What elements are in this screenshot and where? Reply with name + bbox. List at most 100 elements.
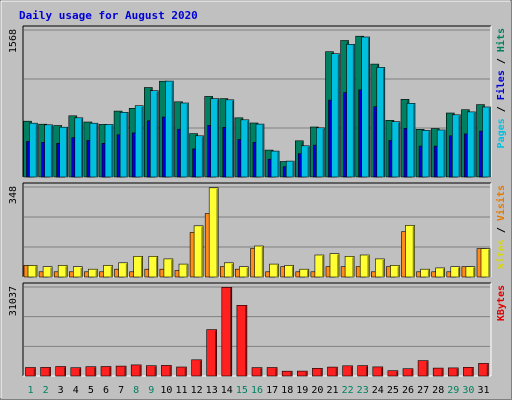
- bar-sites-day-27: [420, 268, 430, 278]
- x-tick-label-day-23: 23: [357, 385, 369, 396]
- legend-entry: Visits: [495, 185, 507, 221]
- bar-pages-day-15: [240, 119, 250, 178]
- bar-pages-day-14: [225, 99, 235, 178]
- x-tick-label-day-18: 18: [281, 385, 293, 396]
- x-tick-label-day-13: 13: [206, 385, 218, 396]
- bar-sites-day-25: [390, 265, 400, 278]
- legend-entry: /: [496, 221, 507, 239]
- bar-kbytes-day-26: [402, 368, 414, 377]
- bar-kbytes-day-13: [206, 329, 217, 377]
- bar-kbytes-day-17: [266, 367, 278, 377]
- bar-kbytes-day-31: [478, 363, 489, 377]
- x-tick-label-day-14: 14: [221, 385, 233, 396]
- bar-kbytes-day-19: [296, 370, 308, 377]
- x-tick-label-day-5: 5: [88, 385, 94, 396]
- bar-sites-day-22: [344, 255, 355, 278]
- bar-sites-day-10: [163, 258, 174, 278]
- bar-pages-day-22: [346, 43, 355, 178]
- bar-pages-day-19: [300, 145, 310, 178]
- bar-kbytes-day-2: [40, 367, 51, 377]
- bar-pages-day-4: [74, 117, 84, 178]
- bar-kbytes-day-28: [432, 367, 444, 377]
- bar-pages-day-2: [44, 124, 53, 178]
- bar-pages-day-30: [467, 111, 476, 178]
- bar-pages-day-27: [421, 130, 431, 178]
- bar-pages-day-1: [29, 122, 38, 178]
- bar-kbytes-day-15: [236, 304, 248, 377]
- bar-kbytes-day-30: [463, 366, 474, 377]
- bar-kbytes-day-5: [85, 366, 97, 377]
- bar-sites-day-7: [118, 262, 128, 278]
- bar-sites-day-23: [359, 254, 370, 278]
- bar-kbytes-day-22: [342, 365, 353, 377]
- bar-pages-day-31: [482, 106, 491, 178]
- bar-sites-day-28: [435, 267, 446, 278]
- bar-pages-day-11: [180, 102, 189, 178]
- bar-sites-day-18: [284, 265, 295, 278]
- bar-sites-day-8: [133, 255, 143, 278]
- x-tick-label-day-15: 15: [236, 385, 248, 396]
- bar-sites-day-26: [405, 225, 415, 278]
- bar-kbytes-day-20: [312, 367, 323, 377]
- bar-kbytes-day-10: [161, 365, 172, 377]
- legend-entry: Files: [495, 70, 507, 100]
- x-tick-label-day-22: 22: [342, 385, 354, 396]
- x-tick-label-day-25: 25: [387, 385, 399, 396]
- bar-pages-day-9: [150, 90, 159, 178]
- x-tick-label-day-31: 31: [477, 385, 489, 396]
- legend-entry: Hits: [495, 28, 507, 52]
- x-tick-label-day-17: 17: [266, 385, 278, 396]
- bar-sites-day-29: [450, 266, 461, 278]
- x-tick-label-day-2: 2: [43, 385, 49, 396]
- x-tick-label-day-6: 6: [103, 385, 109, 396]
- x-tick-label-day-11: 11: [175, 385, 187, 396]
- bar-kbytes-day-18: [281, 370, 293, 377]
- bar-pages-day-21: [331, 53, 340, 178]
- bar-sites-day-1: [27, 265, 38, 278]
- bar-kbytes-day-14: [221, 286, 233, 377]
- bar-sites-day-4: [73, 266, 83, 278]
- x-tick-label-day-3: 3: [58, 385, 64, 396]
- bar-kbytes-day-1: [25, 367, 36, 377]
- bar-kbytes-day-25: [387, 370, 399, 377]
- bar-pages-day-10: [165, 80, 174, 178]
- x-tick-label-day-16: 16: [251, 385, 263, 396]
- bar-kbytes-day-23: [357, 365, 369, 377]
- panel-kbytes: 31037 KBytes: [8, 282, 507, 377]
- bar-pages-day-28: [436, 129, 446, 178]
- bar-sites-day-30: [465, 266, 476, 278]
- bar-sites-day-15: [239, 266, 249, 278]
- x-tick-label-day-30: 30: [462, 385, 474, 396]
- bar-kbytes-day-24: [372, 366, 384, 377]
- x-tick-label-day-7: 7: [118, 385, 124, 396]
- bar-sites-day-11: [178, 263, 189, 278]
- x-tick-label-day-8: 8: [133, 385, 139, 396]
- x-tick-label-day-27: 27: [417, 385, 429, 396]
- legend-entry: Sites: [495, 239, 507, 269]
- bar-kbytes-day-8: [130, 364, 142, 377]
- bar-kbytes-day-3: [55, 366, 67, 377]
- legend-entry: Pages: [496, 118, 507, 148]
- bar-kbytes-day-11: [176, 366, 187, 377]
- x-tick-label-day-10: 10: [160, 385, 172, 396]
- bar-sites-day-16: [254, 245, 264, 278]
- chart-title: Daily usage for August 2020: [19, 9, 198, 22]
- legend-entry: /: [496, 100, 507, 118]
- bar-kbytes-day-4: [70, 367, 82, 377]
- bar-sites-day-14: [224, 262, 234, 278]
- bar-kbytes-day-21: [327, 366, 338, 377]
- bar-pages-day-6: [104, 124, 114, 178]
- bar-sites-day-13: [208, 187, 219, 278]
- bar-sites-day-6: [103, 265, 113, 278]
- legend: KBytes: [496, 285, 507, 321]
- x-axis-labels: 1 2 3 4 5 6 7 8 9 10 11 12 13 14 15 16 17 18 19 20 21 22 23 24 2…: [27, 385, 489, 396]
- legend-entry: /: [496, 52, 507, 70]
- bar-sites-day-2: [42, 266, 53, 278]
- bar-sites-day-17: [269, 263, 279, 278]
- x-tick-label-day-21: 21: [326, 385, 338, 396]
- plot-area: [23, 283, 491, 376]
- bar-kbytes-day-27: [417, 360, 429, 377]
- y-max-label: 31037: [8, 286, 19, 316]
- bar-sites-day-21: [329, 253, 340, 278]
